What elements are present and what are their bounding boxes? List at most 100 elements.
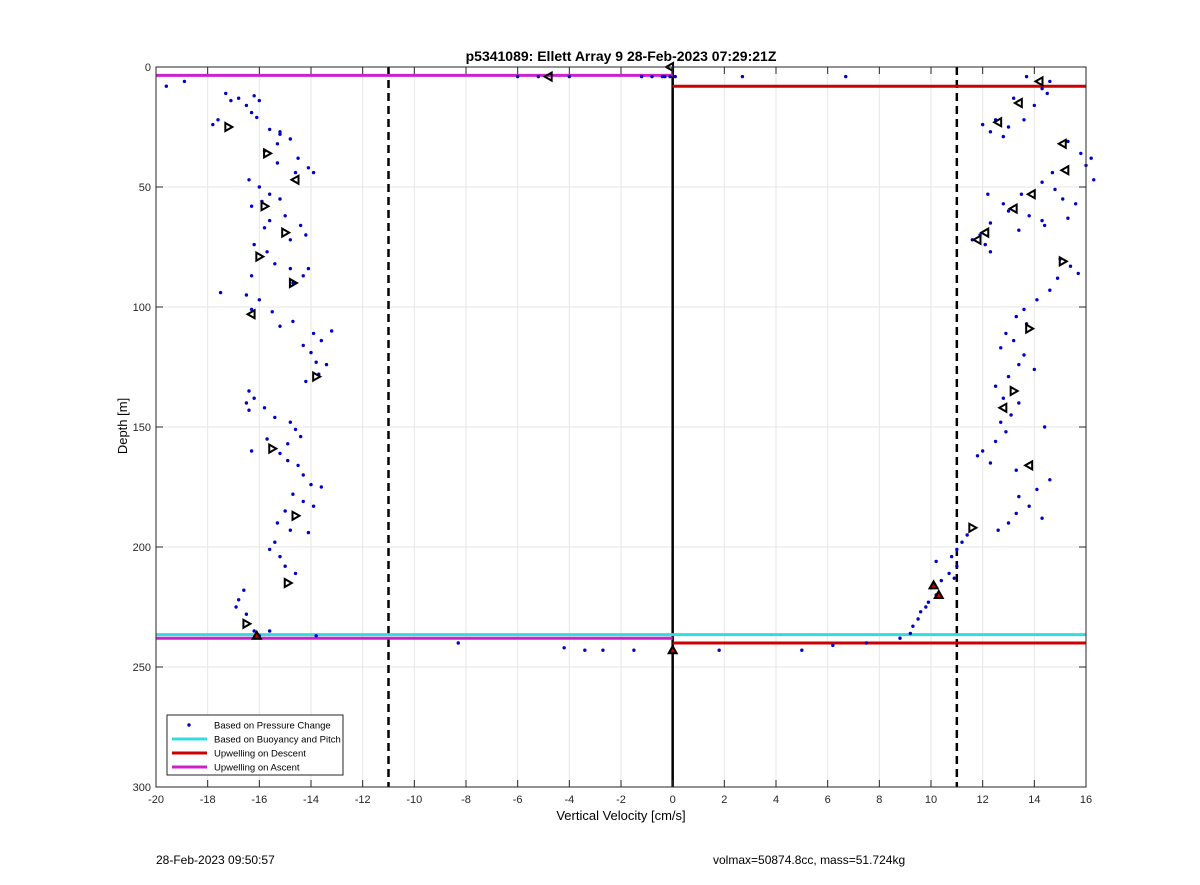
- data-point: [717, 648, 721, 652]
- legend-label: Based on Pressure Change: [214, 721, 331, 732]
- data-point: [257, 185, 262, 189]
- y-tick-label: 50: [139, 182, 151, 194]
- data-point: [1014, 511, 1018, 516]
- legend-box: [166, 714, 344, 776]
- data-point: [1050, 170, 1055, 175]
- data-point: [249, 307, 254, 312]
- data-point: [278, 324, 282, 328]
- data-point: [291, 319, 295, 324]
- data-point: [275, 161, 280, 165]
- data-point: [283, 564, 287, 568]
- x-tick-label: 2: [721, 794, 727, 806]
- data-point: [1004, 430, 1008, 434]
- data-point: [267, 547, 272, 552]
- x-tick-label: -20: [148, 794, 164, 806]
- data-point: [182, 79, 187, 84]
- plot-series: [156, 61, 1096, 655]
- data-point: [1017, 362, 1021, 367]
- data-point: [988, 250, 993, 254]
- triangle-outline-red-marker: [666, 644, 679, 655]
- triangle-right-marker: [288, 277, 299, 289]
- data-point: [1006, 209, 1011, 213]
- data-point: [583, 648, 587, 652]
- data-point: [663, 74, 667, 79]
- data-point: [1006, 374, 1011, 379]
- data-point: [1022, 353, 1026, 357]
- data-point: [257, 98, 262, 103]
- data-point: [800, 648, 804, 652]
- data-point: [301, 343, 305, 348]
- data-point: [267, 127, 272, 132]
- x-tick-label: 8: [876, 794, 882, 806]
- data-point: [262, 406, 267, 410]
- triangle-right-marker: [312, 370, 323, 383]
- data-point: [236, 96, 241, 100]
- data-point: [265, 437, 269, 441]
- triangle-right-marker: [255, 250, 266, 263]
- data-point: [311, 504, 316, 508]
- data-point: [975, 454, 980, 458]
- data-point: [632, 648, 636, 652]
- data-point: [926, 600, 931, 604]
- data-point: [218, 290, 223, 295]
- data-point: [1019, 192, 1024, 196]
- triangle-left-marker: [1023, 459, 1034, 472]
- data-point: [1027, 504, 1031, 508]
- data-point: [211, 122, 215, 127]
- x-tick-label: 16: [1080, 794, 1092, 806]
- data-point: [314, 360, 318, 364]
- data-point: [273, 262, 277, 266]
- data-point: [996, 528, 1000, 532]
- data-point: [319, 485, 324, 489]
- data-point: [1017, 401, 1021, 405]
- data-point: [1048, 288, 1052, 292]
- triangle-left-marker: [1033, 75, 1044, 88]
- legend-label: Upwelling on Ascent: [214, 763, 300, 774]
- triangle-right-marker: [1058, 255, 1069, 268]
- triangle-left-marker: [997, 402, 1008, 414]
- data-point: [1011, 338, 1016, 343]
- data-point: [249, 204, 254, 208]
- triangle-right-marker: [224, 121, 235, 133]
- data-point: [278, 197, 282, 201]
- data-point: [1092, 178, 1096, 182]
- grid-lines: [155, 66, 1087, 788]
- data-point: [252, 629, 256, 633]
- triangle-left-marker: [979, 226, 990, 239]
- data-point: [601, 648, 605, 652]
- data-point: [1066, 216, 1070, 220]
- data-point: [309, 482, 313, 487]
- data-point: [229, 98, 233, 103]
- triangle-left-marker: [542, 70, 553, 83]
- data-point: [844, 74, 848, 79]
- x-tick-label: -18: [200, 794, 216, 806]
- triangle-outline-red-marker: [251, 629, 263, 640]
- reference-lines: [387, 67, 959, 787]
- data-point: [278, 554, 282, 559]
- data-point: [1061, 197, 1065, 201]
- data-point: [980, 122, 985, 127]
- data-point: [1042, 425, 1047, 429]
- data-point: [249, 274, 254, 278]
- data-point: [267, 192, 272, 196]
- data-point: [265, 250, 269, 254]
- data-point: [283, 509, 287, 513]
- data-point: [1045, 91, 1049, 96]
- data-point: [257, 298, 262, 302]
- data-point: [993, 439, 998, 444]
- triangle-left-marker: [971, 234, 982, 246]
- data-point: [275, 142, 280, 146]
- data-point: [864, 641, 869, 645]
- data-point: [298, 223, 303, 228]
- data-point: [960, 540, 964, 544]
- data-point: [1040, 180, 1044, 184]
- data-point: [288, 238, 293, 242]
- x-tick-label: 6: [825, 794, 831, 806]
- data-point: [1006, 125, 1011, 129]
- data-point: [916, 617, 920, 621]
- footer-timestamp: 28-Feb-2023 09:50:57: [156, 853, 275, 867]
- data-point: [1011, 96, 1016, 100]
- triangle-outline-red-marker: [933, 588, 945, 599]
- data-point: [1022, 118, 1026, 122]
- data-point: [673, 74, 677, 79]
